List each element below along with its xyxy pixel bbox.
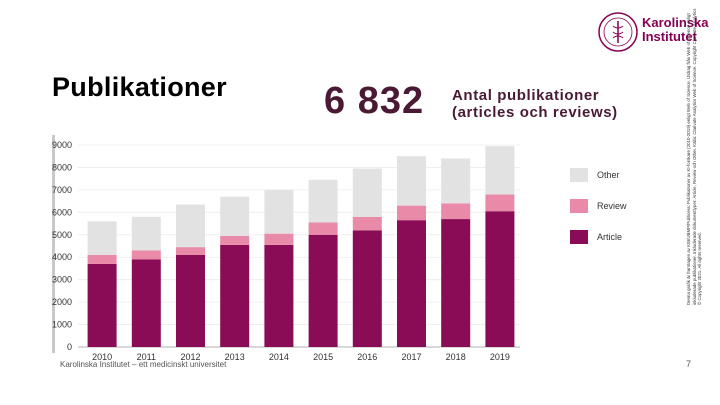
bar-article-2012 [176, 254, 205, 347]
publication-count-label: Antal publikationer (articles och review… [452, 87, 618, 121]
x-tick-label: 2012 [180, 352, 200, 362]
bar-review-2012 [176, 247, 205, 255]
bar-other-2011 [131, 216, 161, 251]
legend-label-review: Review [597, 201, 627, 211]
x-axis-ticks: 2010 2011 2012 2013 2014 2015 2016 2017 2018 2019 [92, 352, 510, 362]
vertical-rule [52, 135, 55, 353]
slide-title: Publikationer [52, 72, 227, 102]
bar-article-2018 [441, 219, 471, 347]
bar-article-2010 [87, 263, 117, 347]
y-axis-ticks: 0 1000 2000 3000 4000 5000 6000 7000 8000 9000 [52, 140, 72, 352]
x-tick-label: 2016 [357, 352, 377, 362]
y-tick-label: 9000 [52, 140, 72, 150]
y-tick-label: 0 [67, 342, 72, 352]
logo-line2: Institutet [642, 29, 697, 44]
y-tick-label: 8000 [52, 162, 72, 172]
bar-other-2017 [397, 156, 426, 206]
x-tick-label: 2010 [92, 352, 112, 362]
bar-review-2018 [441, 203, 471, 220]
logo-line1: Karolinska [642, 15, 709, 30]
page-number: 7 [686, 359, 692, 369]
legend-swatch-article [570, 230, 588, 244]
y-tick-label: 1000 [52, 320, 72, 330]
seal-icon [598, 12, 638, 52]
legend-swatch-review [570, 199, 588, 213]
publication-count-label-line1: Antal publikationer [452, 87, 600, 104]
bar-article-2013 [220, 244, 250, 347]
bar-review-2016 [352, 216, 382, 231]
chart-legend: Other Review Article [570, 168, 627, 244]
x-tick-label: 2018 [446, 352, 466, 362]
y-tick-label: 5000 [52, 230, 72, 240]
bar-other-2019 [485, 146, 515, 195]
bar-article-2017 [397, 220, 426, 347]
bar-other-2010 [87, 221, 117, 255]
bar-review-2015 [308, 222, 338, 235]
x-tick-label: 2019 [490, 352, 510, 362]
bar-article-2011 [131, 259, 161, 347]
chart-bars [87, 146, 515, 347]
bar-other-2015 [308, 179, 338, 223]
logo-text: Karolinska Institutet [642, 16, 708, 44]
bar-review-2014 [264, 233, 294, 245]
x-tick-label: 2017 [401, 352, 421, 362]
bar-review-2019 [485, 194, 515, 212]
bar-other-2012 [176, 204, 205, 248]
y-tick-label: 2000 [52, 297, 72, 307]
y-tick-label: 7000 [52, 185, 72, 195]
x-tick-label: 2014 [269, 352, 289, 362]
bar-article-2015 [308, 234, 338, 347]
bar-other-2013 [220, 196, 250, 236]
bar-review-2011 [131, 250, 161, 260]
bar-review-2017 [397, 205, 426, 221]
bar-other-2014 [264, 189, 294, 234]
x-tick-label: 2013 [225, 352, 245, 362]
publication-count: 6 832 [324, 80, 425, 122]
legend-swatch-other [570, 168, 588, 182]
bar-other-2016 [352, 168, 382, 217]
bar-article-2016 [352, 230, 382, 347]
x-tick-label: 2011 [137, 352, 156, 362]
bar-other-2018 [441, 158, 471, 204]
karolinska-logo: Karolinska Institutet [596, 10, 716, 60]
footer-text: Karolinska Institutet – ett medicinskt u… [60, 360, 227, 369]
y-tick-label: 4000 [52, 252, 72, 262]
bar-review-2013 [220, 235, 250, 245]
bar-article-2019 [485, 211, 515, 347]
y-tick-label: 6000 [52, 207, 72, 217]
bar-review-2010 [87, 254, 117, 264]
legend-label-other: Other [597, 170, 620, 180]
bar-article-2014 [264, 244, 294, 347]
legend-label-article: Article [597, 232, 622, 242]
x-tick-label: 2015 [313, 352, 333, 362]
publication-count-label-line2: (articles och reviews) [452, 104, 618, 121]
y-tick-label: 3000 [52, 275, 72, 285]
